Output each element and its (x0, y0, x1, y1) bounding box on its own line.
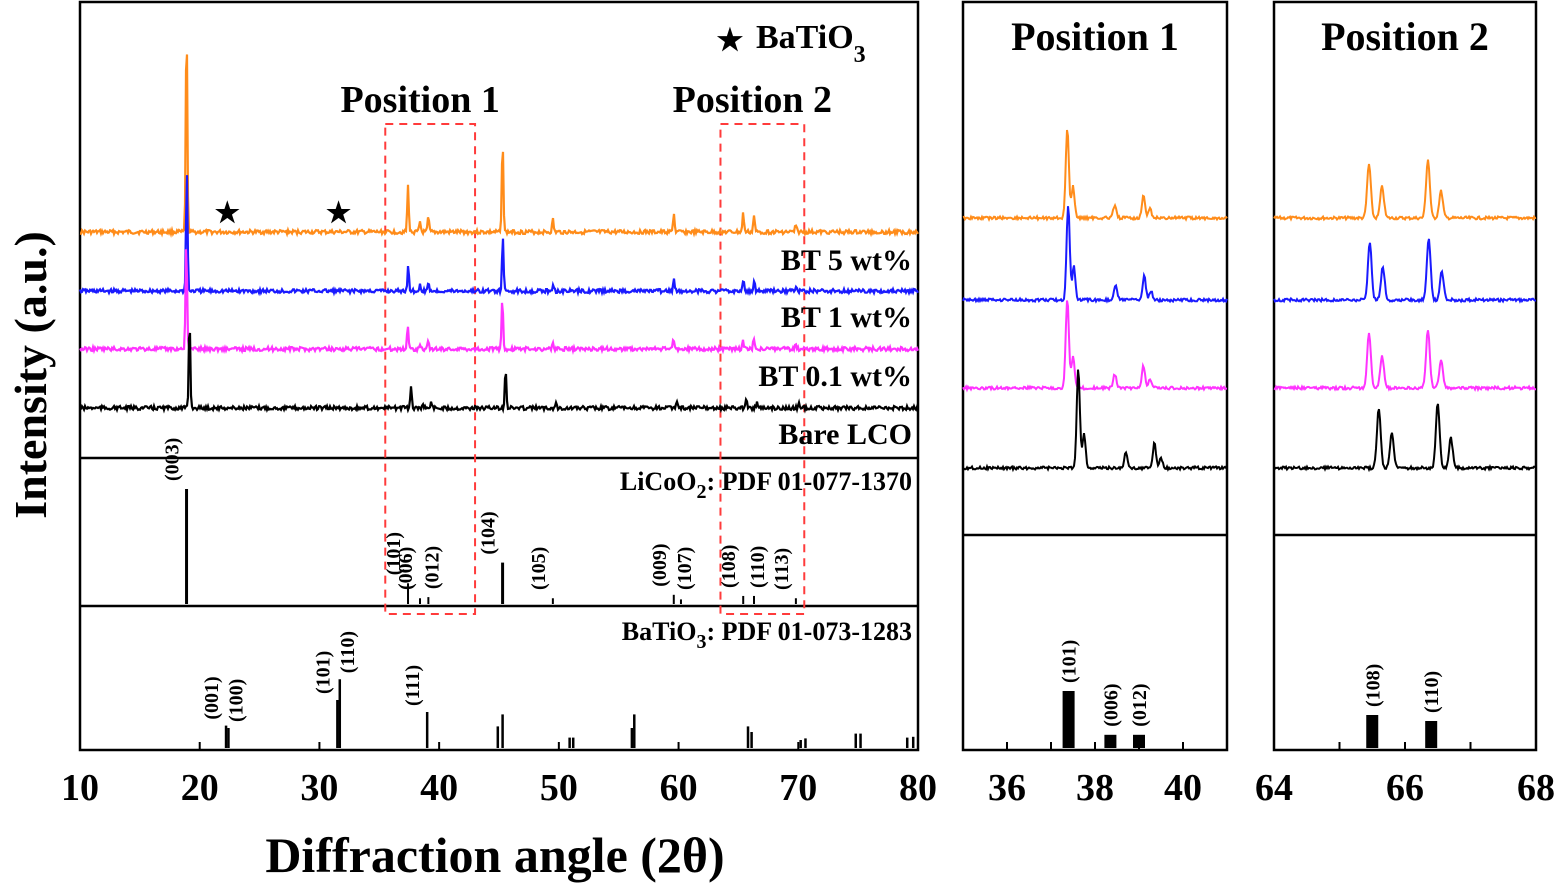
series-label-2: BT 1 wt% (781, 301, 912, 334)
zoom1-ref-hkl-3: (012) (1129, 683, 1151, 726)
zoom2-series-4 (1273, 403, 1537, 473)
lco-hkl-5: (104) (478, 511, 500, 554)
zoom1-ref-hkl-1: (101) (1059, 640, 1081, 683)
zoom2-series-1 (1273, 159, 1537, 222)
zoom2-tick-label-3: 68 (1517, 767, 1555, 809)
legend-label: BaTiO3 (756, 19, 866, 68)
zoom2-tick-label-2: 66 (1386, 767, 1424, 809)
region-label-2: Position 2 (673, 79, 832, 121)
region-box-2 (719, 123, 806, 615)
lco-hkl-6: (105) (528, 547, 550, 590)
main-series-1 (79, 54, 919, 238)
bto-hkl-2: (100) (225, 679, 247, 722)
bto-ref-label: BaTiO3: PDF 01-073-1283 (622, 617, 912, 653)
zoom2-ref-hkl-1: (108) (1362, 664, 1384, 707)
region-label-1: Position 1 (340, 79, 499, 121)
series-label-4: Bare LCO (778, 418, 912, 451)
main-series-3 (79, 249, 920, 356)
lco-hkl-3: (006) (395, 547, 417, 590)
region-box-1 (384, 123, 477, 615)
main-tick-label-2: 20 (181, 767, 219, 809)
lco-hkl-9: (108) (718, 545, 740, 588)
main-series-2 (78, 175, 919, 298)
main-tick-label-3: 30 (300, 767, 338, 809)
y-axis-label: Intensity (a.u.) (5, 231, 56, 519)
main-frame (78, 0, 920, 752)
zoom2-tick-label-1: 64 (1255, 767, 1293, 809)
lco-hkl-1: (003) (162, 438, 184, 481)
bto-star-1: ★ (215, 198, 240, 229)
bto-hkl-1: (001) (201, 676, 223, 719)
zoom-panel-position-1: Position 1 (101) (006) (012) 36 38 40 (961, 0, 1229, 809)
main-tick-label-5: 50 (540, 767, 578, 809)
zoom2-ref-hkl-2: (110) (1421, 671, 1443, 713)
main-tick-label-4: 40 (420, 767, 458, 809)
main-tick-label-7: 70 (779, 767, 817, 809)
zoom2-ref-bar-2 (1425, 721, 1438, 748)
zoom2-series-3 (1273, 330, 1536, 393)
series-label-1: BT 5 wt% (781, 244, 912, 277)
zoom1-ref-hkl-2: (006) (1100, 683, 1122, 726)
main-series-4 (79, 332, 920, 414)
main-tick-label-6: 60 (660, 767, 698, 809)
series-label-3: BT 0.1 wt% (758, 360, 912, 393)
zoom2-series-2 (1273, 238, 1537, 304)
main-tick-label-8: 80 (899, 767, 937, 809)
lco-hkl-8: (107) (674, 547, 696, 590)
main-tick-label-1: 10 (61, 767, 99, 809)
zoom1-ref-bar-2 (1104, 734, 1117, 748)
lco-hkl-10: (110) (747, 546, 769, 588)
lco-hkl-7: (009) (649, 543, 671, 586)
bto-hkl-4: (110) (337, 631, 359, 673)
zoom1-series-1 (962, 129, 1228, 222)
zoom1-title: Position 1 (1011, 14, 1179, 59)
zoom1-tick-label-3: 40 (1164, 767, 1202, 809)
zoom2-title: Position 2 (1321, 14, 1489, 59)
zoom1-tick-label-2: 38 (1076, 767, 1114, 809)
zoom2-frame (1272, 0, 1538, 752)
zoom1-series-2 (962, 206, 1228, 304)
bto-hkl-3: (101) (312, 651, 334, 694)
main-panel: ★ BaTiO3 Position 1 Position 2 ★ ★ BT 5 wt… (61, 0, 937, 809)
zoom1-ref-bar-3 (1133, 734, 1145, 748)
x-axis-label: Diffraction angle (2θ) (265, 827, 724, 883)
zoom1-ref-bar-1 (1062, 691, 1075, 748)
bto-star-2: ★ (326, 198, 351, 229)
lco-ref-label: LiCoO2: PDF 01-077-1370 (620, 467, 912, 503)
zoom1-series-3 (962, 300, 1227, 393)
zoom1-series-4 (962, 369, 1228, 473)
zoom1-tick-label-1: 36 (988, 767, 1026, 809)
zoom-panel-position-2: Position 2 (108) (110) 64 66 68 (1255, 0, 1555, 809)
lco-hkl-4: (012) (421, 546, 443, 589)
lco-hkl-2: (101) (383, 532, 405, 575)
zoom2-ref-bar-1 (1366, 715, 1379, 748)
bto-hkl-5: (111) (402, 665, 424, 706)
zoom1-frame (961, 0, 1229, 752)
lco-hkl-11: (113) (771, 548, 793, 590)
legend-star: ★ (717, 24, 744, 57)
